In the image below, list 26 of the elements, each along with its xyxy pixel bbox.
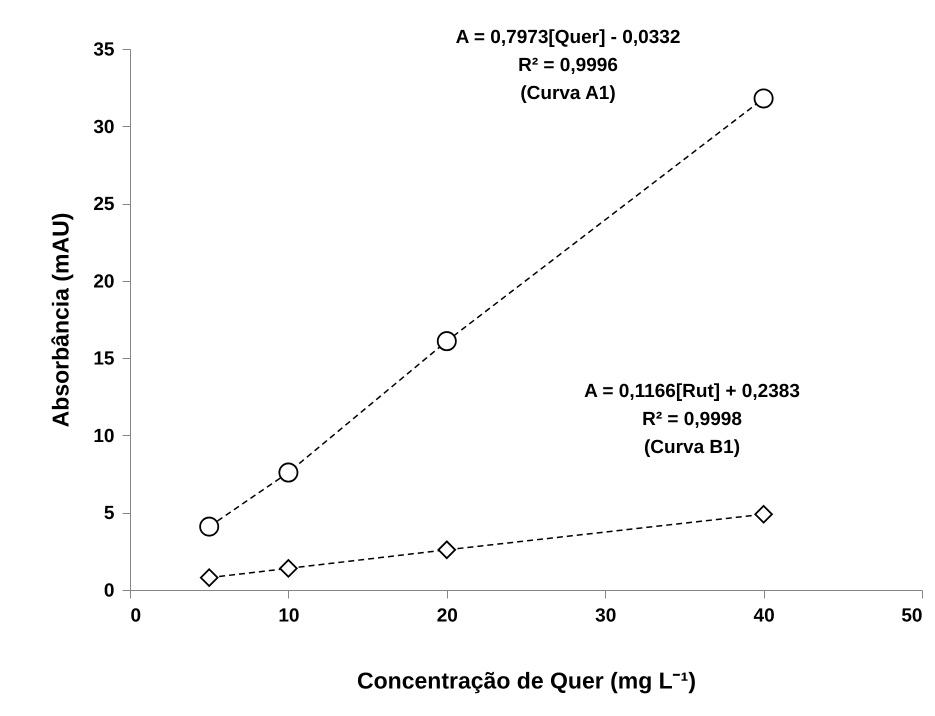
point	[754, 504, 773, 524]
point	[754, 88, 774, 108]
x-tick-label: 0	[130, 606, 142, 626]
x-tick-label: 10	[278, 606, 300, 626]
point	[278, 462, 298, 482]
y-tick-label: 5	[104, 503, 115, 524]
x-tick-label: 30	[595, 606, 616, 626]
point	[279, 559, 298, 578]
y-tick-label: 25	[93, 194, 115, 216]
x-axis-title: Concentração de Quer (mg L⁻¹)	[357, 668, 696, 694]
point	[438, 540, 456, 560]
point	[199, 516, 220, 537]
annotation: A = 0,7973[Quer] - 0,0332 R² = 0,9996 (Curva A1)	[456, 27, 680, 104]
y-axis-title: Absorbância (mAU)	[47, 212, 74, 428]
x-tick-label: 20	[436, 606, 458, 626]
y-tick-label: 35	[93, 40, 115, 60]
point	[200, 568, 218, 587]
y-tick-label: 0	[104, 580, 114, 602]
point	[436, 331, 457, 352]
y-tick-label: 15	[93, 348, 115, 370]
x-tick-label: 40	[754, 606, 775, 626]
y-tick-label: 10	[93, 426, 114, 447]
y-tick-label: 30	[93, 116, 114, 138]
x-tick-label: 50	[901, 606, 922, 626]
annotation: A = 0,1166[Rut] + 0,2383 R² = 0,9998 (Curva B1)	[584, 381, 800, 458]
y-tick-label: 20	[93, 271, 114, 292]
